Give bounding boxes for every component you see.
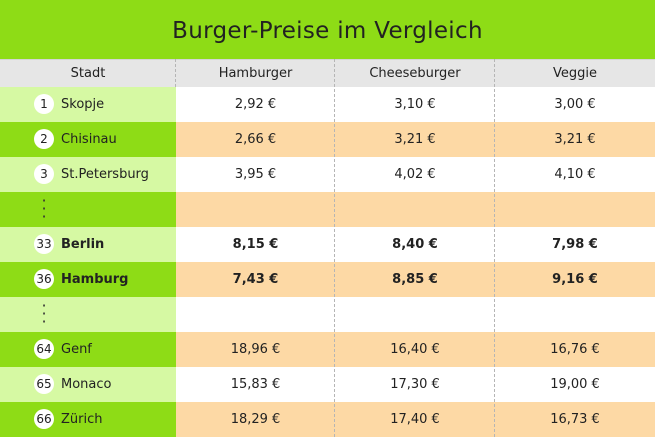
table-header-row: Stadt Hamburger Cheeseburger Veggie [0,59,655,87]
city-cell: 66 Zürich [0,402,176,437]
city-name: Hamburg [61,272,129,287]
column-divider [334,59,335,437]
cheeseburger-price: 4,02 € [394,167,436,182]
hamburger-price: 2,66 € [234,132,277,147]
city-name: Monaco [61,377,112,392]
vertical-ellipsis-icon: · · · [41,296,47,331]
column-header-city: Stadt [70,66,106,81]
veggie-price: 16,73 € [550,412,600,427]
rank-badge: 33 [34,234,54,254]
veggie-price: 3,00 € [554,97,596,112]
veggie-price: 9,16 € [552,272,598,287]
vertical-ellipsis-icon: · · · [41,191,47,226]
rank-badge: 66 [34,409,54,429]
rank-badge: 36 [34,269,54,289]
city-name: Chisinau [61,132,117,147]
city-cell: 3 St.Petersburg [0,157,176,192]
cheeseburger-price: 16,40 € [390,342,440,357]
veggie-price: 4,10 € [554,167,596,182]
hamburger-price: 2,92 € [234,97,277,112]
title-bar: Burger-Preise im Vergleich [0,0,655,59]
cheeseburger-price [335,192,495,227]
hamburger-price: 3,95 € [234,167,277,182]
column-header-cheeseburger: Cheeseburger [369,66,461,81]
table-row: 36 Hamburg 7,43 € 8,85 € 9,16 € [0,262,655,297]
hamburger-price: 7,43 € [232,272,279,287]
table-title: Burger-Preise im Vergleich [172,17,483,44]
ellipsis-row: · · · [0,192,655,227]
table-row: 66 Zürich 18,29 € 17,40 € 16,73 € [0,402,655,437]
cheeseburger-price: 3,21 € [394,132,436,147]
hamburger-price: 15,83 € [230,377,281,392]
table-row: 2 Chisinau 2,66 € 3,21 € 3,21 € [0,122,655,157]
veggie-price: 3,21 € [554,132,596,147]
city-name: Zürich [61,412,103,427]
veggie-price: 16,76 € [550,342,600,357]
table-row: 65 Monaco 15,83 € 17,30 € 19,00 € [0,367,655,402]
cheeseburger-price: 8,40 € [392,237,438,252]
rank-badge: 1 [34,94,54,114]
city-cell: · · · [0,297,176,332]
rank-badge: 2 [34,129,54,149]
city-name: St.Petersburg [61,167,149,182]
cheeseburger-price: 8,85 € [392,272,438,287]
city-name: Skopje [61,97,105,112]
table-row: 64 Genf 18,96 € 16,40 € 16,76 € [0,332,655,367]
table-row: 33 Berlin 8,15 € 8,40 € 7,98 € [0,227,655,262]
city-cell: 33 Berlin [0,227,176,262]
veggie-price [495,192,655,227]
city-cell: 65 Monaco [0,367,176,402]
veggie-price: 7,98 € [552,237,598,252]
table-row: 1 Skopje 2,92 € 3,10 € 3,00 € [0,87,655,122]
column-divider [494,59,495,437]
cheeseburger-price: 17,40 € [390,412,440,427]
column-header-veggie: Veggie [553,66,597,81]
column-divider [175,59,176,87]
city-cell: · · · [0,192,176,227]
cheeseburger-price [335,297,495,332]
cheeseburger-price: 3,10 € [394,97,436,112]
veggie-price [495,297,655,332]
veggie-price: 19,00 € [550,377,600,392]
rank-badge: 64 [34,339,54,359]
city-cell: 1 Skopje [0,87,176,122]
city-name: Genf [61,342,92,357]
hamburger-price: 8,15 € [232,237,279,252]
hamburger-price [176,297,335,332]
hamburger-price [176,192,335,227]
hamburger-price: 18,29 € [230,412,281,427]
table-row: 3 St.Petersburg 3,95 € 4,02 € 4,10 € [0,157,655,192]
city-cell: 2 Chisinau [0,122,176,157]
city-cell: 64 Genf [0,332,176,367]
city-name: Berlin [61,237,105,252]
rank-badge: 3 [34,164,54,184]
cheeseburger-price: 17,30 € [390,377,440,392]
ellipsis-row: · · · [0,297,655,332]
city-cell: 36 Hamburg [0,262,176,297]
rank-badge: 65 [34,374,54,394]
column-header-hamburger: Hamburger [218,66,293,81]
hamburger-price: 18,96 € [230,342,281,357]
